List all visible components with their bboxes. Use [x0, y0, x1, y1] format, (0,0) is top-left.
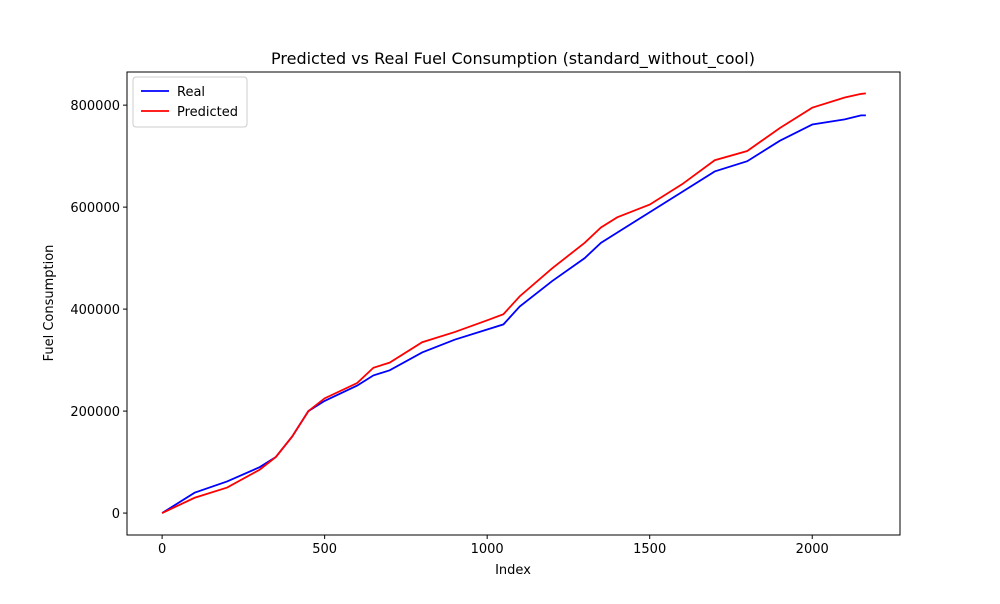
- plot-frame: [126, 71, 901, 536]
- series-line: [161, 92, 866, 514]
- y-axis-label: Fuel Consumption: [42, 245, 57, 362]
- x-axis-label: Index: [495, 563, 531, 578]
- y-tick-label: 0: [112, 507, 120, 522]
- x-tick-label: 0: [158, 542, 166, 557]
- x-tick-label: 2000: [796, 542, 829, 557]
- y-tick-label: 200000: [70, 405, 120, 420]
- y-tick-label: 800000: [70, 99, 120, 114]
- legend-label: Predicted: [177, 105, 238, 120]
- y-tick-label: 600000: [70, 201, 120, 216]
- chart-title: Predicted vs Real Fuel Consumption (stan…: [271, 49, 755, 69]
- x-tick-label: 500: [312, 542, 337, 557]
- x-tick-label: 1500: [633, 542, 666, 557]
- y-tick-label: 400000: [70, 303, 120, 318]
- legend-label: Real: [177, 85, 205, 100]
- legend-box: [132, 76, 248, 128]
- x-tick-label: 1000: [471, 542, 504, 557]
